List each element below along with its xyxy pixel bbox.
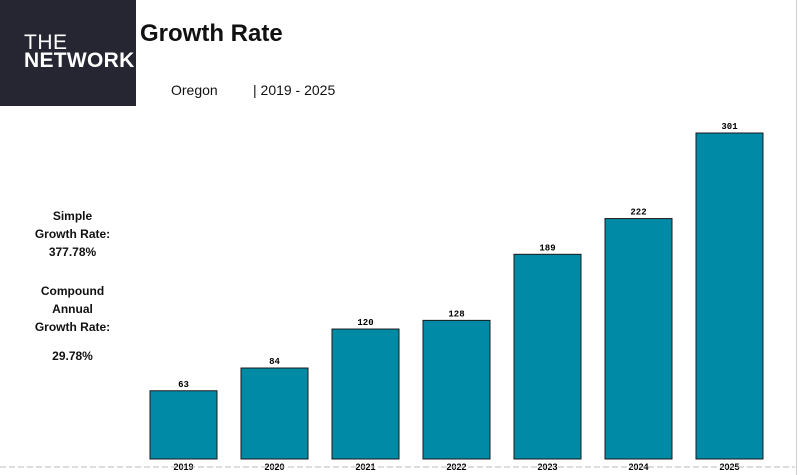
compound-growth-value: 29.78% (52, 349, 93, 363)
bar-value-label: 189 (539, 243, 555, 253)
bar-2021 (331, 328, 400, 460)
logo-line-the: THE (24, 31, 68, 54)
period-label: | 2019 - 2025 (253, 82, 336, 98)
bar-value-label: 128 (448, 309, 464, 319)
logo-line-network: NETWORK (24, 49, 135, 72)
page-border (796, 0, 797, 475)
bar-2022 (422, 319, 491, 460)
compound-growth-label-1: Compound (40, 284, 105, 298)
bar-2020 (240, 367, 309, 460)
compound-growth-label-2: Annual (52, 302, 93, 316)
bar-value-label: 301 (721, 122, 738, 132)
compound-growth-label-3: Growth Rate: (34, 320, 111, 334)
bar-value-label: 222 (630, 208, 646, 218)
simple-growth-label-1: Simple (52, 209, 93, 223)
bar-2023 (513, 253, 582, 460)
bar-2025 (695, 132, 764, 460)
region-label: Oregon (171, 82, 218, 98)
bar-2024 (604, 218, 673, 460)
bar-2019 (149, 390, 218, 460)
footnote-strip (0, 466, 795, 468)
simple-growth-value: 377.78% (48, 245, 97, 259)
network-logo: THE NETWORK (0, 0, 136, 106)
bar-value-label: 120 (357, 318, 373, 328)
bar-value-label: 84 (269, 357, 280, 367)
bar-value-label: 63 (178, 380, 189, 390)
simple-growth-label-2: Growth Rate: (34, 227, 111, 241)
page-title: Growth Rate (140, 20, 283, 47)
